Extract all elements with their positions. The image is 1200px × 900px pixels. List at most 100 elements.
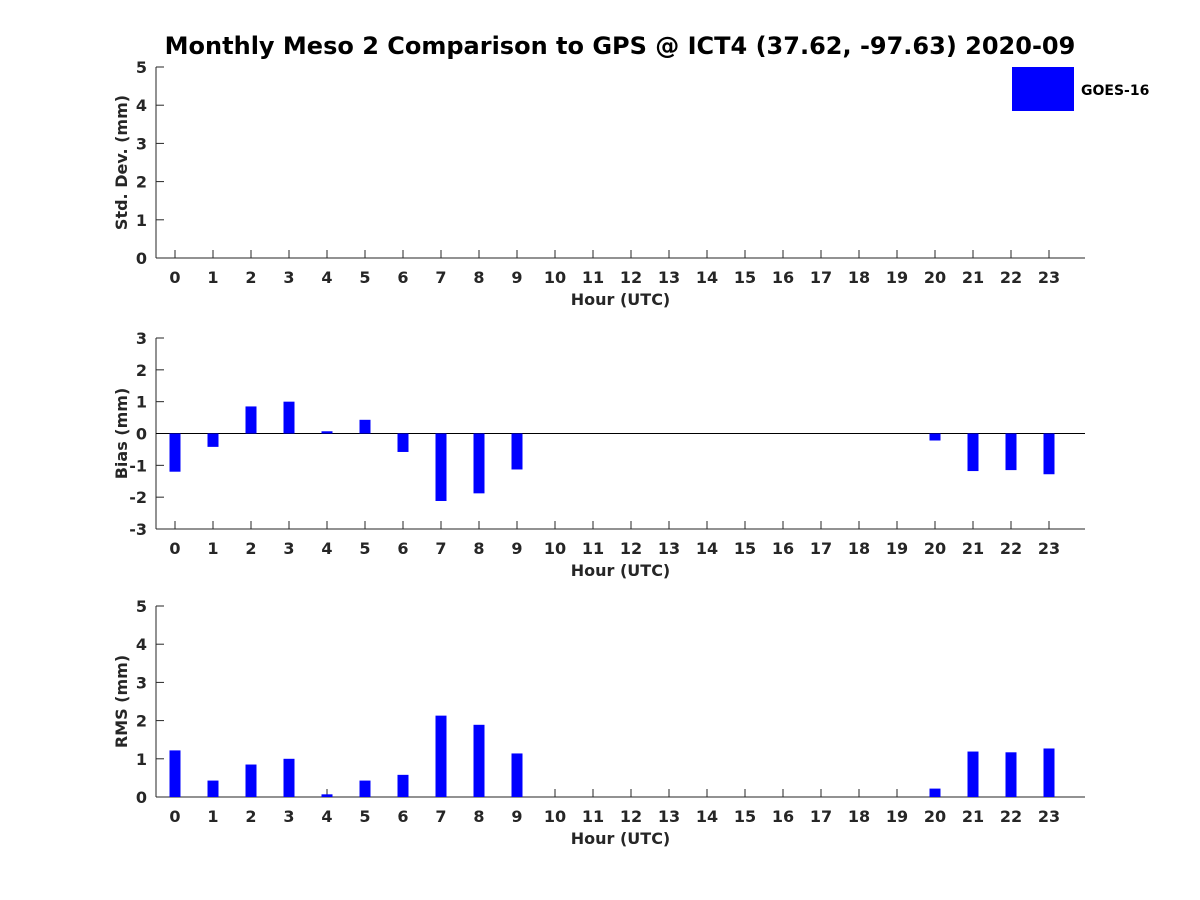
bias-x-tick-label: 14 (696, 539, 718, 558)
bias-x-tick-label: 15 (734, 539, 756, 558)
rms-x-tick-label: 6 (397, 807, 408, 826)
std-dev-x-tick-label: 13 (658, 268, 680, 287)
rms-x-tick-label: 15 (734, 807, 756, 826)
rms-x-tick-label: 13 (658, 807, 680, 826)
rms-bar (321, 794, 333, 797)
bias-y-tick-label: 2 (136, 361, 147, 380)
std-dev-x-axis-label: Hour (UTC) (571, 290, 671, 309)
rms-y-tick-label: 3 (136, 673, 147, 692)
bias-bar (1043, 433, 1055, 475)
rms-x-tick-label: 1 (207, 807, 218, 826)
bias-x-tick-label: 8 (473, 539, 484, 558)
bias-x-tick-label: 1 (207, 539, 218, 558)
bias-x-tick-label: 7 (435, 539, 446, 558)
rms-y-tick-label: 0 (136, 788, 147, 807)
rms-x-tick-label: 4 (321, 807, 332, 826)
rms-x-tick-label: 18 (848, 807, 870, 826)
std-dev-x-tick-label: 15 (734, 268, 756, 287)
std-dev-y-tick-label: 3 (136, 134, 147, 153)
bias-bar (321, 431, 333, 434)
std-dev-x-tick-label: 16 (772, 268, 794, 287)
bias-x-tick-label: 17 (810, 539, 832, 558)
bias-x-tick-label: 18 (848, 539, 870, 558)
rms-bar (397, 774, 409, 797)
bias-x-tick-label: 4 (321, 539, 332, 558)
rms-y-tick-label: 5 (136, 597, 147, 616)
rms-bar (169, 750, 181, 797)
bias-x-axis-label: Hour (UTC) (571, 561, 671, 580)
std-dev-x-tick-label: 20 (924, 268, 946, 287)
rms-bar (511, 753, 523, 797)
bias-bar (967, 433, 979, 472)
std-dev-x-tick-label: 11 (582, 268, 604, 287)
rms-x-tick-label: 8 (473, 807, 484, 826)
std-dev-y-tick-label: 0 (136, 249, 147, 268)
bias-x-tick-label: 12 (620, 539, 642, 558)
std-dev-x-tick-label: 7 (435, 268, 446, 287)
bias-y-tick-label: 1 (136, 393, 147, 412)
std-dev-y-axis-label: Std. Dev. (mm) (112, 95, 131, 230)
bias-x-tick-label: 0 (169, 539, 180, 558)
bias-bar (207, 433, 219, 447)
std-dev-x-tick-label: 2 (245, 268, 256, 287)
rms-x-tick-label: 17 (810, 807, 832, 826)
bias-bar (929, 433, 941, 441)
std-dev-x-tick-label: 22 (1000, 268, 1022, 287)
legend-swatch (1012, 67, 1074, 111)
bias-y-tick-label: 3 (136, 329, 147, 348)
bias-bar (245, 406, 257, 434)
rms-bar (245, 764, 257, 797)
rms-x-tick-label: 14 (696, 807, 718, 826)
bias-x-tick-label: 20 (924, 539, 946, 558)
rms-x-tick-label: 12 (620, 807, 642, 826)
bias-x-tick-label: 6 (397, 539, 408, 558)
rms-bar (1005, 752, 1017, 797)
std-dev-y-tick-label: 1 (136, 211, 147, 230)
bias-x-tick-label: 10 (544, 539, 566, 558)
std-dev-x-tick-label: 12 (620, 268, 642, 287)
bias-x-tick-label: 5 (359, 539, 370, 558)
rms-x-tick-label: 22 (1000, 807, 1022, 826)
bias-x-tick-label: 21 (962, 539, 984, 558)
rms-x-tick-label: 9 (511, 807, 522, 826)
rms-bar (207, 780, 219, 797)
rms-x-tick-label: 0 (169, 807, 180, 826)
std-dev-y-tick-label: 2 (136, 173, 147, 192)
bias-x-tick-label: 3 (283, 539, 294, 558)
rms-bar (967, 751, 979, 797)
bias-y-tick-label: -2 (129, 488, 147, 507)
bias-bar (359, 419, 371, 434)
rms-x-tick-label: 23 (1038, 807, 1060, 826)
rms-y-tick-label: 4 (136, 635, 147, 654)
legend-label: GOES-16 (1081, 83, 1149, 99)
rms-bar (929, 788, 941, 797)
rms-x-tick-label: 20 (924, 807, 946, 826)
bias-x-tick-label: 13 (658, 539, 680, 558)
rms-y-axis-label: RMS (mm) (112, 655, 131, 748)
figure-title: Monthly Meso 2 Comparison to GPS @ ICT4 … (165, 32, 1076, 60)
std-dev-x-tick-label: 10 (544, 268, 566, 287)
bias-x-tick-label: 9 (511, 539, 522, 558)
bias-x-tick-label: 16 (772, 539, 794, 558)
bias-y-tick-label: 0 (136, 425, 147, 444)
bias-x-tick-label: 19 (886, 539, 908, 558)
rms-x-tick-label: 16 (772, 807, 794, 826)
rms-x-tick-label: 11 (582, 807, 604, 826)
std-dev-x-tick-label: 5 (359, 268, 370, 287)
std-dev-x-tick-label: 21 (962, 268, 984, 287)
std-dev-x-tick-label: 0 (169, 268, 180, 287)
rms-x-tick-label: 19 (886, 807, 908, 826)
rms-x-tick-label: 2 (245, 807, 256, 826)
rms-bar (359, 780, 371, 797)
bias-y-tick-label: -1 (129, 456, 147, 475)
rms-bar (283, 758, 295, 797)
bias-y-axis-label: Bias (mm) (112, 388, 131, 480)
std-dev-x-tick-label: 1 (207, 268, 218, 287)
rms-x-tick-label: 7 (435, 807, 446, 826)
bias-bar (435, 433, 447, 501)
rms-bar (1043, 748, 1055, 797)
